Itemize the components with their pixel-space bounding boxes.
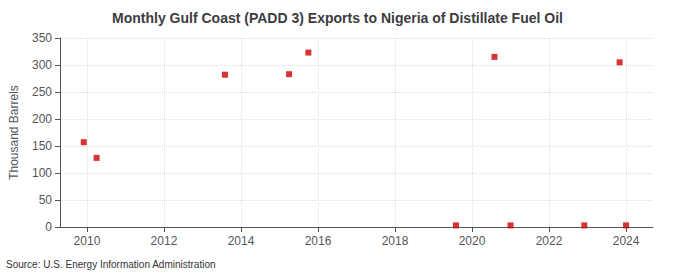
svg-text:250: 250 <box>32 85 52 99</box>
svg-text:2016: 2016 <box>305 234 332 248</box>
svg-text:300: 300 <box>32 58 52 72</box>
svg-text:2024: 2024 <box>613 234 640 248</box>
svg-text:2018: 2018 <box>382 234 409 248</box>
svg-text:50: 50 <box>39 193 53 207</box>
svg-text:150: 150 <box>32 139 52 153</box>
svg-text:200: 200 <box>32 112 52 126</box>
svg-text:100: 100 <box>32 166 52 180</box>
svg-text:0: 0 <box>45 220 52 234</box>
svg-text:2014: 2014 <box>228 234 255 248</box>
svg-text:2020: 2020 <box>459 234 486 248</box>
svg-text:2012: 2012 <box>151 234 178 248</box>
svg-text:Thousand Barrels: Thousand Barrels <box>7 85 21 180</box>
svg-text:350: 350 <box>32 31 52 45</box>
svg-text:Monthly Gulf Coast (PADD 3) Ex: Monthly Gulf Coast (PADD 3) Exports to N… <box>112 10 563 26</box>
svg-text:Source: U.S. Energy Informatio: Source: U.S. Energy Information Administ… <box>6 259 216 270</box>
svg-text:2010: 2010 <box>74 234 101 248</box>
svg-text:2022: 2022 <box>536 234 563 248</box>
